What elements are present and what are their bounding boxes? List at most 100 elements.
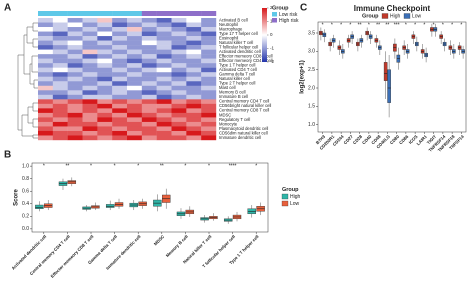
heat-cell <box>52 36 68 41</box>
group-cell <box>127 11 143 16</box>
heat-cell <box>186 81 202 86</box>
significance: * <box>322 22 324 28</box>
heat-cell <box>201 63 217 68</box>
heat-cell <box>52 18 68 23</box>
row-label: Immature B cell <box>219 94 248 99</box>
heat-cell <box>141 31 157 37</box>
heat-cell <box>97 18 113 23</box>
heat-cell <box>52 135 68 141</box>
heat-cell <box>141 130 157 136</box>
heat-cell <box>127 99 143 105</box>
heat-cell <box>52 76 68 82</box>
heat-cell <box>82 117 98 123</box>
heat-cell <box>156 85 172 91</box>
heat-cell <box>186 45 202 50</box>
heat-cell <box>82 49 98 55</box>
x-tick-label: CD40 <box>361 134 373 146</box>
heat-cell <box>156 135 172 141</box>
x-tick-label: CD80 <box>389 134 401 146</box>
heat-cell <box>201 27 217 32</box>
row-label: CD56dim natural killer cell <box>219 130 268 135</box>
heat-cell <box>97 72 113 77</box>
heat-cell <box>112 90 128 96</box>
y-tick-label: 0.4 <box>22 201 29 207</box>
x-tick-label: B7H3 <box>315 134 327 146</box>
heat-cell <box>141 58 157 64</box>
heat-cell <box>52 99 68 105</box>
row-label: Macrophage <box>219 26 243 31</box>
heat-cell <box>82 85 98 91</box>
heat-cell <box>156 31 172 37</box>
heat-cell <box>67 85 83 91</box>
heat-cell <box>141 121 157 127</box>
row-label: Regulatory T cell <box>219 117 250 122</box>
heat-cell <box>141 117 157 123</box>
heat-cell <box>112 27 128 32</box>
heat-cell <box>112 72 128 77</box>
row-label: Type 17 T helper cell <box>219 31 258 36</box>
heat-cell <box>141 49 157 55</box>
heat-cell <box>141 22 157 28</box>
heat-cell <box>127 90 143 96</box>
heat-cell <box>171 112 187 118</box>
heat-cell <box>201 58 217 64</box>
legend-label: Low <box>290 201 300 207</box>
heat-cell <box>67 31 83 37</box>
heat-cell <box>97 85 113 91</box>
row-label: Eosinophil <box>219 35 238 40</box>
heat-cell <box>141 99 157 105</box>
legend-swatch <box>272 18 277 23</box>
heat-cell <box>38 135 54 141</box>
heat-cell <box>67 72 83 77</box>
heat-cell <box>67 40 83 46</box>
y-tick-label: 0.0 <box>22 226 29 232</box>
heat-cell <box>82 90 98 96</box>
heat-cell <box>97 103 113 109</box>
heat-cell <box>67 99 83 105</box>
heat-cell <box>127 117 143 123</box>
row-label: Monocyte <box>219 121 238 126</box>
group-cell <box>38 11 54 16</box>
heat-cell <box>97 49 113 55</box>
heat-cell <box>67 90 83 96</box>
heat-cell <box>67 81 83 86</box>
heat-cell <box>112 18 128 23</box>
row-label: Activated B cell <box>219 17 248 22</box>
heat-cell <box>156 121 172 127</box>
heat-cell <box>112 103 128 109</box>
heat-cell <box>141 67 157 73</box>
heat-cell <box>38 112 54 118</box>
heat-cell <box>82 54 98 59</box>
heat-cell <box>127 72 143 77</box>
heat-cell <box>186 40 202 46</box>
heat-cell <box>38 99 54 105</box>
heat-cell <box>156 112 172 118</box>
heat-cell <box>171 40 187 46</box>
heat-cell <box>52 72 68 77</box>
row-label: Natural killer cell <box>219 76 250 81</box>
heat-cell <box>52 54 68 59</box>
heat-cell <box>67 108 83 114</box>
significance: * <box>414 22 416 28</box>
significance: **** <box>229 163 237 169</box>
row-label: Memory B cell <box>219 90 246 95</box>
significance: * <box>433 22 435 28</box>
significance: * <box>423 22 425 28</box>
heat-cell <box>127 36 143 41</box>
group-cell <box>171 11 187 16</box>
heat-cell <box>186 63 202 68</box>
heat-cell <box>156 67 172 73</box>
heat-cell <box>38 31 54 37</box>
heat-cell <box>171 27 187 32</box>
legend-label: Low risk <box>279 12 298 18</box>
group-cell <box>112 11 128 16</box>
row-label: Effector memeory CD4 T cell <box>219 58 273 63</box>
heat-cell <box>171 76 187 82</box>
heat-cell <box>67 76 83 82</box>
heat-cell <box>201 45 217 50</box>
y-axis-label: log2(exp+1) <box>300 60 306 94</box>
y-tick-label: 2.0 <box>308 85 315 91</box>
heat-cell <box>156 36 172 41</box>
row-label: Natural killer T cell <box>219 40 253 45</box>
heat-cell <box>141 18 157 23</box>
